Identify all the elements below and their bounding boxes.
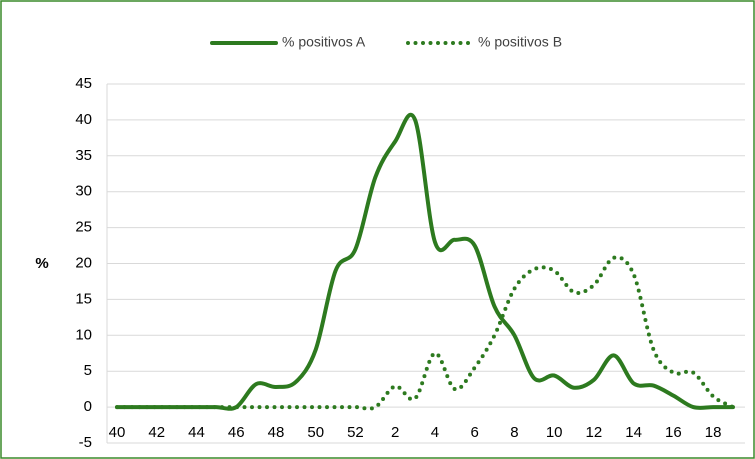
y-tick-label: 35 xyxy=(75,147,92,164)
x-tick-label: 6 xyxy=(471,424,479,441)
y-tick-label: 5 xyxy=(84,362,92,379)
y-tick-label: 15 xyxy=(75,290,92,307)
x-tick-label: 2 xyxy=(391,424,399,441)
x-tick-label: 48 xyxy=(268,424,285,441)
x-tick-label: 10 xyxy=(546,424,563,441)
x-tick-label: 18 xyxy=(705,424,722,441)
line-series xyxy=(115,255,735,411)
x-tick-label: 16 xyxy=(665,424,682,441)
y-tick-label: 20 xyxy=(75,254,92,271)
y-tick-label: -5 xyxy=(79,434,92,451)
x-tick-label: 14 xyxy=(625,424,642,441)
x-tick-label: 12 xyxy=(586,424,603,441)
y-tick-label: 0 xyxy=(84,398,92,415)
x-tick-label: 52 xyxy=(347,424,364,441)
y-tick-label: 30 xyxy=(75,183,92,200)
legend-label: % positivos A xyxy=(282,34,366,50)
x-tick-label: 42 xyxy=(148,424,165,441)
x-tick-label: 44 xyxy=(188,424,205,441)
x-tick-label: 4 xyxy=(431,424,439,441)
y-tick-label: 25 xyxy=(75,219,92,236)
x-tick-label: 40 xyxy=(109,424,126,441)
x-tick-label: 50 xyxy=(307,424,324,441)
y-tick-label: 40 xyxy=(75,111,92,128)
y-tick-label: 45 xyxy=(75,75,92,92)
x-tick-label: 46 xyxy=(228,424,245,441)
legend-label: % positivos B xyxy=(478,34,562,50)
y-tick-label: 10 xyxy=(75,326,92,343)
y-axis-label: % xyxy=(35,255,48,272)
x-tick-label: 8 xyxy=(510,424,518,441)
legend: % positivos A % positivos B xyxy=(210,34,562,50)
